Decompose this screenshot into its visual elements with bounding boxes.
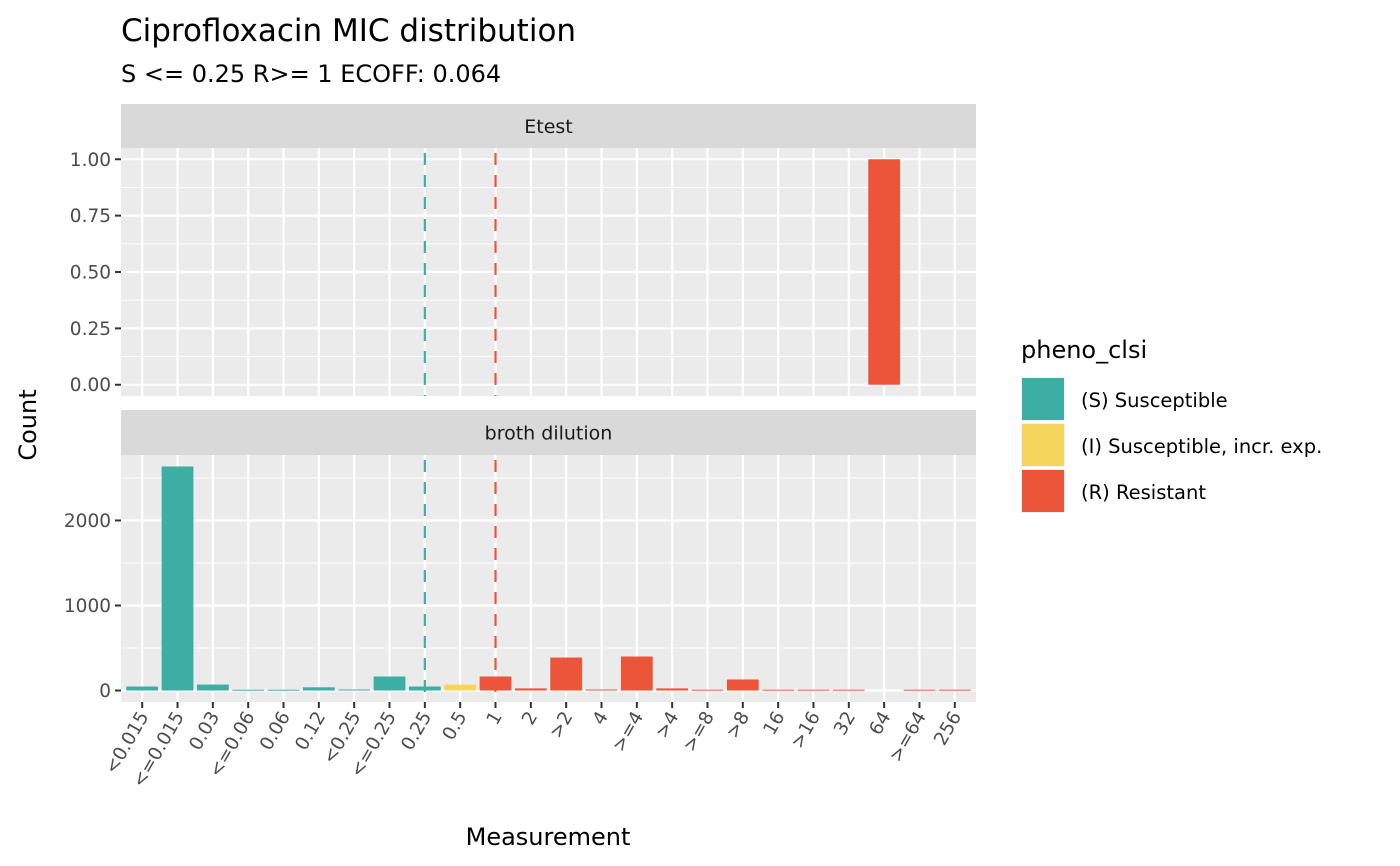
bar-<=0.25 [373,676,406,691]
x-tick-label: >=4 [609,708,649,756]
bar-<0.015 [126,686,159,691]
y-tick-label: 0 [99,681,111,702]
bar->4 [656,688,689,691]
bar-32 [832,689,865,691]
bar-4 [585,689,618,691]
facet-Etest: Etest 0.00 0.25 0.50 0.75 1.00 [70,104,976,396]
bar->=8 [691,689,724,691]
x-tick-label: >2 [546,708,578,742]
x-tick-label: 0.25 [397,708,436,754]
x-tick-label: 0.5 [439,708,472,744]
bar->2 [550,657,583,691]
bar-<0.25 [338,689,371,691]
bar->=4 [620,656,653,691]
y-tick-label: 2000 [64,511,111,532]
facet-strip [121,410,976,455]
legend-swatch-I [1022,424,1064,466]
x-tick-label: >4 [652,708,684,742]
legend-label-S: (S) Susceptible [1081,389,1228,412]
bar-0.5 [444,684,477,691]
bar-2 [514,688,547,691]
x-axis-title: Measurement [466,823,631,851]
bar->8 [726,679,759,691]
x-tick-label: >16 [787,708,825,752]
x-tick-label: 16 [760,708,790,739]
bar-256 [938,689,971,691]
legend-label-I: (I) Susceptible, incr. exp. [1081,435,1322,458]
legend: pheno_clsi (S) Susceptible (I) Susceptibl… [1021,336,1322,513]
y-tick-label: 0.75 [70,206,111,227]
y-axis-title: Count [14,389,42,460]
facet-strip [121,104,976,148]
x-tick-label: 32 [830,708,860,739]
legend-title: pheno_clsi [1021,336,1147,364]
panel-background [121,455,976,702]
facet-strip-label: Etest [524,116,573,138]
bar-0.12 [302,687,335,691]
bar->=64 [903,689,936,691]
x-tick-label: 64 [866,708,896,739]
legend-label-R: (R) Resistant [1081,481,1206,504]
x-tick-label: >8 [722,708,754,742]
y-tick-label: 1000 [64,596,111,617]
y-tick-label: 1.00 [70,150,111,171]
bar-<=0.06 [232,689,265,691]
bar->16 [797,689,830,691]
bar-64 [868,159,901,385]
x-tick-label: >=8 [679,708,719,756]
bar-<=0.015 [161,466,194,691]
y-tick-label: 0.25 [70,319,111,340]
facet-broth-dilution: broth dilution 0 1000 2000 [64,410,976,702]
x-tick-label: 256 [930,708,966,749]
facet-strip-label: broth dilution [485,423,613,445]
chart-subtitle: S <= 0.25 R>= 1 ECOFF: 0.064 [121,60,501,88]
facet-panels: Etest 0.00 0.25 0.50 0.75 1.00 broth dilution 0… [64,104,976,702]
legend-swatch-R [1022,470,1064,512]
legend-swatch-S [1022,378,1064,420]
bar-0.06 [267,689,300,691]
x-tick-label: 1 [483,708,507,729]
x-tick-label: 4 [589,708,613,729]
x-axis: <0.015<=0.0150.03<=0.060.060.12<0.25<=0.… [101,702,966,791]
y-tick-label: 0.00 [70,375,111,396]
y-tick-label: 0.50 [70,263,111,284]
x-tick-label: 2 [518,708,542,729]
chart-title: Ciprofloxacin MIC distribution [121,13,576,49]
bar-0.03 [196,684,229,691]
bar-16 [762,689,795,691]
x-tick-label: 0.06 [256,708,295,754]
